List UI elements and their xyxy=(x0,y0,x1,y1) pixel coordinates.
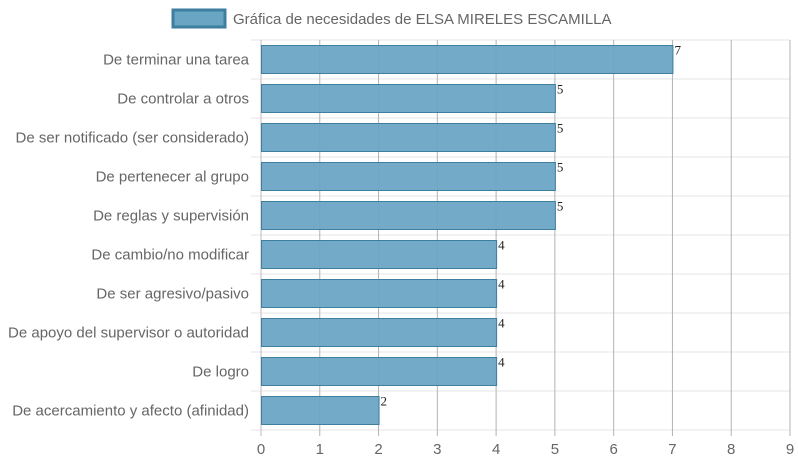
data-label: 5 xyxy=(557,160,564,175)
legend[interactable]: Gráfica de necesidades de ELSA MIRELES E… xyxy=(171,8,612,29)
category-label: De ser notificado (ser considerado) xyxy=(16,130,249,147)
category-label: De acercamiento y afecto (afinidad) xyxy=(12,403,249,420)
x-tick-label: 1 xyxy=(316,441,324,458)
legend-label: Gráfica de necesidades de ELSA MIRELES E… xyxy=(233,11,612,28)
data-labels: 7 5 5 5 5 4 4 4 4 2 xyxy=(381,43,682,409)
category-label: De pertenecer al grupo xyxy=(96,169,249,186)
category-label: De terminar una tarea xyxy=(103,52,250,69)
bar[interactable] xyxy=(261,357,498,386)
x-tick-label: 7 xyxy=(668,441,676,458)
data-label: 7 xyxy=(674,43,681,58)
category-labels: De terminar una tarea De controlar a otro… xyxy=(8,52,250,420)
x-tick-label: 4 xyxy=(492,441,500,458)
bar[interactable] xyxy=(261,162,556,191)
x-tick-label: 5 xyxy=(551,441,559,458)
category-label: De cambio/no modificar xyxy=(91,247,249,264)
x-tick-label: 8 xyxy=(727,441,735,458)
data-label: 2 xyxy=(381,394,388,409)
x-tick-label: 3 xyxy=(433,441,441,458)
data-label: 5 xyxy=(557,82,564,97)
bar[interactable] xyxy=(261,123,556,152)
category-label: De ser agresivo/pasivo xyxy=(96,286,249,303)
data-label: 4 xyxy=(498,238,505,253)
data-label: 4 xyxy=(498,277,505,292)
bar[interactable] xyxy=(261,279,498,308)
x-tick-label: 6 xyxy=(609,441,617,458)
category-label: De reglas y supervisión xyxy=(93,208,249,225)
bar[interactable] xyxy=(261,45,674,74)
category-label: De controlar a otros xyxy=(117,91,249,108)
x-tick-label: 0 xyxy=(257,441,265,458)
x-tick-labels: 0 1 2 3 4 5 6 7 8 9 xyxy=(257,441,794,458)
category-label: De apoyo del supervisor o autoridad xyxy=(8,325,249,342)
bar[interactable] xyxy=(261,396,380,425)
x-tick-label: 9 xyxy=(786,441,794,458)
bar[interactable] xyxy=(261,84,556,113)
data-label: 5 xyxy=(557,121,564,136)
data-label: 5 xyxy=(557,199,564,214)
category-label: De logro xyxy=(192,364,249,381)
bars xyxy=(261,45,674,425)
data-label: 4 xyxy=(498,316,505,331)
legend-swatch xyxy=(171,8,227,29)
bar[interactable] xyxy=(261,201,556,230)
x-tick-label: 2 xyxy=(374,441,382,458)
data-label: 4 xyxy=(498,355,505,370)
bar[interactable] xyxy=(261,240,498,269)
bar[interactable] xyxy=(261,318,498,347)
